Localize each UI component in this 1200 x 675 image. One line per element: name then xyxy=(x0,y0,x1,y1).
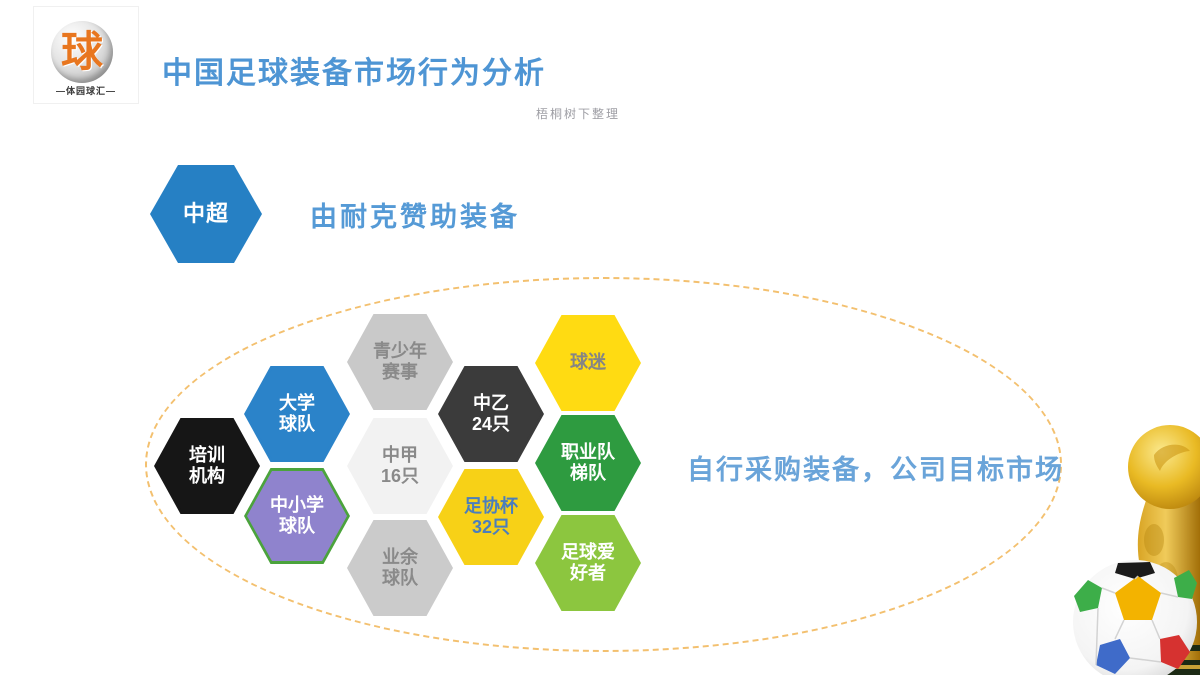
nike-sponsor-note: 由耐克赞助装备 xyxy=(310,202,520,232)
logo-caption: —体园球汇— xyxy=(55,86,116,96)
hexagon-university-teams: 大学 球队 xyxy=(244,366,350,462)
hexagon-training-org: 培训 机构 xyxy=(154,418,260,514)
hexagon-label: 职业队 梯队 xyxy=(561,441,615,483)
logo: 球 —体园球汇— xyxy=(33,6,139,104)
hexagon-pro-youth-squads: 职业队 梯队 xyxy=(535,415,641,511)
hexagon-school-teams: 中小学 球队 xyxy=(244,468,350,564)
target-market-note: 自行采购装备，公司目标市场 xyxy=(687,455,1064,485)
hexagon-super-league: 中超 xyxy=(150,165,262,263)
hexagon-shape-fill xyxy=(538,518,638,608)
trophy-and-ball-image xyxy=(1073,425,1200,675)
hexagon-label: 中甲 16只 xyxy=(380,444,420,486)
hexagon-label: 大学 球队 xyxy=(279,392,315,434)
logo-ball-icon: 球 xyxy=(51,21,113,83)
hexagon-label: 业余 球队 xyxy=(382,546,418,588)
hexagon-label: 中乙 24只 xyxy=(471,392,511,434)
hexagon-label: 中小学 球队 xyxy=(270,494,324,536)
hexagon-league-two-24: 中乙 24只 xyxy=(438,366,544,462)
soccer-ball xyxy=(1073,560,1197,675)
hexagon-football-enthusiasts: 足球爱 好者 xyxy=(535,515,641,611)
hexagon-youth-events: 青少年 赛事 xyxy=(347,314,453,410)
hexagon-shape-fill xyxy=(538,318,638,408)
hexagon-label: 足球爱 好者 xyxy=(561,541,615,583)
page-title: 中国足球装备市场行为分析 xyxy=(162,57,546,90)
market-ellipse xyxy=(145,277,1062,652)
subtitle-credit: 梧桐树下整理 xyxy=(536,107,621,121)
hexagon-label: 球迷 xyxy=(570,352,606,373)
hexagon-label: 青少年 赛事 xyxy=(373,340,427,382)
hexagon-fans: 球迷 xyxy=(535,315,641,411)
hexagon-shape xyxy=(150,165,262,263)
hexagon-league-one-16: 中甲 16只 xyxy=(347,418,453,514)
hexagon-label: 培训 机构 xyxy=(189,444,225,486)
hexagon-shape-fill xyxy=(157,421,257,511)
hexagon-label: 足协杯 32只 xyxy=(464,495,518,537)
hexagon-label: 中超 xyxy=(182,201,229,227)
hexagon-fa-cup-32: 足协杯 32只 xyxy=(438,469,544,565)
hexagon-shape-fill xyxy=(538,418,638,508)
logo-ball-character: 球 xyxy=(60,28,103,75)
hexagon-amateur-teams: 业余 球队 xyxy=(347,520,453,616)
